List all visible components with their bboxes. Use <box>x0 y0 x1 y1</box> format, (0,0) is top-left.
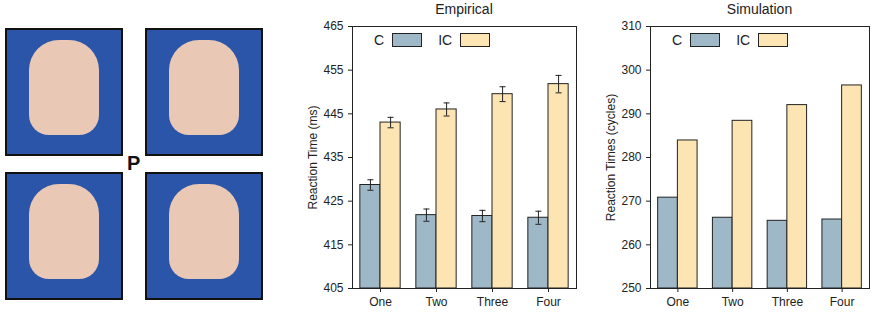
svg-text:310: 310 <box>621 19 641 33</box>
svg-text:415: 415 <box>323 238 343 252</box>
svg-text:260: 260 <box>621 238 641 252</box>
html-text:P: P <box>127 152 141 174</box>
html-text:Simulation: Simulation <box>726 1 793 17</box>
svg-text:Four: Four <box>536 295 561 309</box>
svg-text:280: 280 <box>621 150 641 164</box>
html-text:Empirical: Empirical <box>435 1 493 17</box>
svg-text:Reaction Time (ms): Reaction Time (ms) <box>306 105 320 209</box>
html-text:C: C <box>672 32 683 48</box>
svg-text:435: 435 <box>323 150 343 164</box>
svg-text:290: 290 <box>621 107 641 121</box>
svg-text:445: 445 <box>323 107 343 121</box>
html-text:C: C <box>374 32 385 48</box>
svg-text:425: 425 <box>323 194 343 208</box>
svg-text:One: One <box>667 295 690 309</box>
html-text:IC: IC <box>438 32 453 48</box>
svg-text:405: 405 <box>323 281 343 295</box>
svg-text:270: 270 <box>621 194 641 208</box>
svg-text:Reaction Times (cycles): Reaction Times (cycles) <box>604 94 618 221</box>
svg-text:One: One <box>369 295 392 309</box>
svg-text:250: 250 <box>621 281 641 295</box>
svg-text:Four: Four <box>830 295 855 309</box>
svg-text:455: 455 <box>323 63 343 77</box>
svg-text:465: 465 <box>323 19 343 33</box>
svg-text:300: 300 <box>621 63 641 77</box>
svg-text:Three: Three <box>772 295 804 309</box>
html-text:IC: IC <box>736 32 751 48</box>
svg-text:Three: Three <box>477 295 509 309</box>
svg-text:Two: Two <box>425 295 447 309</box>
svg-text:Two: Two <box>722 295 744 309</box>
